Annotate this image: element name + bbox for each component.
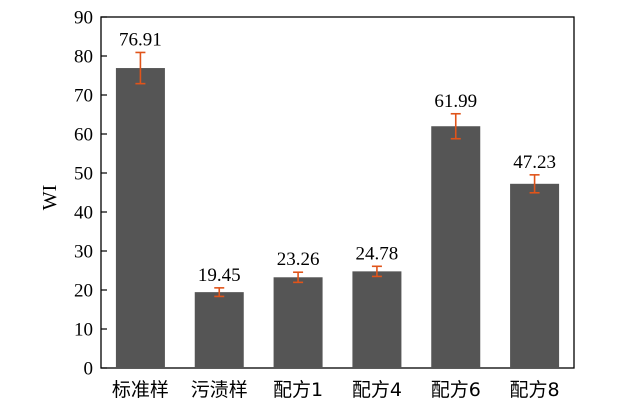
bar — [115, 68, 165, 369]
y-axis-title: WI — [39, 185, 61, 211]
y-tick-label: 40 — [74, 203, 93, 224]
bar — [194, 292, 244, 368]
data-label: 76.91 — [119, 29, 162, 50]
bar — [273, 277, 323, 368]
x-tick-label: 配方1 — [273, 379, 323, 401]
data-label: 23.26 — [277, 249, 320, 270]
y-tick-label: 0 — [84, 359, 94, 380]
x-tick-label: 污渍样 — [191, 379, 248, 401]
data-label: 47.23 — [513, 152, 556, 173]
bar — [510, 183, 560, 368]
bar — [431, 126, 481, 368]
y-tick-label: 90 — [74, 8, 93, 29]
y-tick-label: 50 — [74, 164, 93, 185]
data-label: 24.78 — [356, 243, 399, 264]
y-tick-label: 80 — [74, 47, 93, 68]
data-label: 61.99 — [434, 91, 477, 112]
plot-frame — [100, 16, 575, 369]
y-tick-label: 20 — [74, 281, 93, 302]
y-tick-label: 60 — [74, 125, 93, 146]
y-tick-label: 70 — [74, 86, 93, 107]
x-tick-label: 配方8 — [510, 379, 560, 401]
x-tick-label: 配方6 — [431, 379, 481, 401]
x-tick-label: 配方4 — [352, 379, 402, 401]
y-tick-label: 10 — [74, 320, 93, 341]
bar — [352, 271, 402, 368]
data-label: 19.45 — [198, 265, 241, 286]
x-tick-label: 标准样 — [112, 379, 169, 401]
y-tick-label: 30 — [74, 242, 93, 263]
